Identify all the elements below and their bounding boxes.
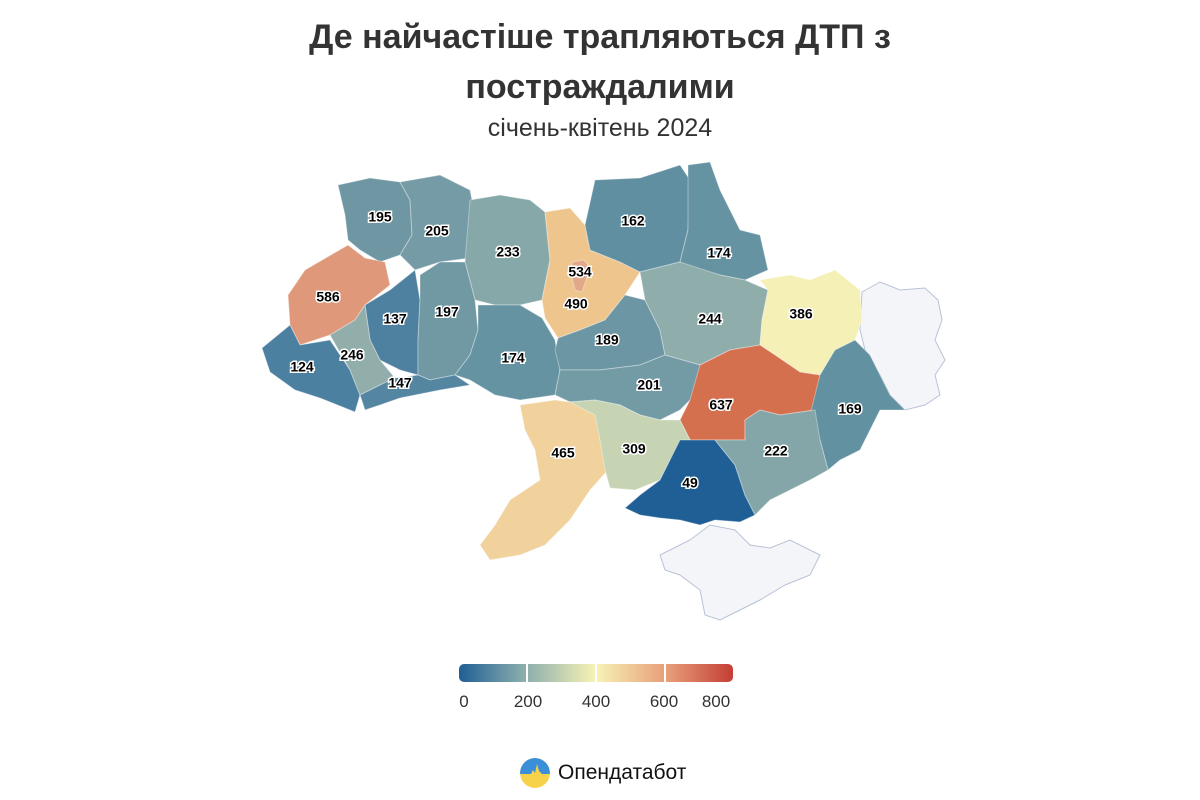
region-sumska[interactable] (679, 161, 769, 281)
label-kyivska: 490 (564, 296, 588, 312)
chart-title-line2: постраждалими (465, 68, 735, 106)
color-scale-legend (459, 664, 733, 682)
label-khersonska: 49 (682, 475, 698, 491)
brand: Опендатабот (520, 758, 686, 788)
chart-subtitle: січень-квітень 2024 (487, 114, 713, 142)
label-kharkivska: 386 (789, 306, 813, 322)
label-ternopilska: 137 (383, 311, 407, 327)
label-kirovohradska: 201 (637, 377, 661, 393)
legend-segment-200-400 (526, 664, 595, 682)
opendatabot-logo-icon (520, 758, 550, 788)
label-odeska: 465 (551, 445, 575, 461)
label-kyiv-city: 534 (568, 264, 592, 280)
legend-segment-400-600 (595, 664, 664, 682)
label-sumska: 174 (707, 245, 731, 261)
label-zakarpatska: 124 (290, 359, 314, 375)
label-cherkaska: 189 (595, 332, 619, 348)
label-lvivska: 586 (316, 289, 340, 305)
label-vinnytska: 174 (501, 350, 525, 366)
label-dnipropetrovska: 637 (709, 397, 733, 413)
region-zaporizka[interactable] (713, 409, 829, 516)
label-zhytomyrska: 233 (496, 244, 520, 260)
label-ivano-frankivska: 246 (340, 347, 364, 363)
label-rivnenska: 205 (425, 223, 449, 239)
label-poltavska: 244 (698, 311, 722, 327)
legend-tick-400: 400 (581, 692, 611, 711)
legend-ticks: 0 200 400 600 800 (0, 692, 1200, 714)
label-chernihivska: 162 (621, 213, 645, 229)
brand-name: Опендатабот (558, 761, 687, 784)
label-khmelnytska: 197 (435, 304, 459, 320)
chart-title-line1: Де найчастіше трапляються ДТП з (309, 18, 891, 56)
region-crimea[interactable] (659, 524, 821, 621)
legend-segment-600-800 (664, 664, 733, 682)
region-odeska[interactable] (479, 399, 609, 561)
legend-tick-200: 200 (513, 692, 543, 711)
legend-segment-0-200 (459, 664, 526, 682)
label-volynska: 195 (368, 209, 392, 225)
region-donetska[interactable] (809, 339, 907, 471)
label-chernivetska: 147 (388, 375, 412, 391)
region-chernivetska[interactable] (359, 374, 472, 411)
legend-tick-0: 0 (459, 692, 469, 711)
label-donetska: 169 (838, 401, 862, 417)
label-zaporizka: 222 (764, 443, 788, 459)
region-vinnytska[interactable] (454, 304, 561, 401)
region-kyiv-city[interactable] (571, 259, 591, 293)
label-mykolaivska: 309 (622, 441, 646, 457)
region-ivano-frankivska[interactable] (329, 303, 396, 396)
legend-tick-600: 600 (649, 692, 679, 711)
legend-tick-800: 800 (701, 692, 731, 711)
